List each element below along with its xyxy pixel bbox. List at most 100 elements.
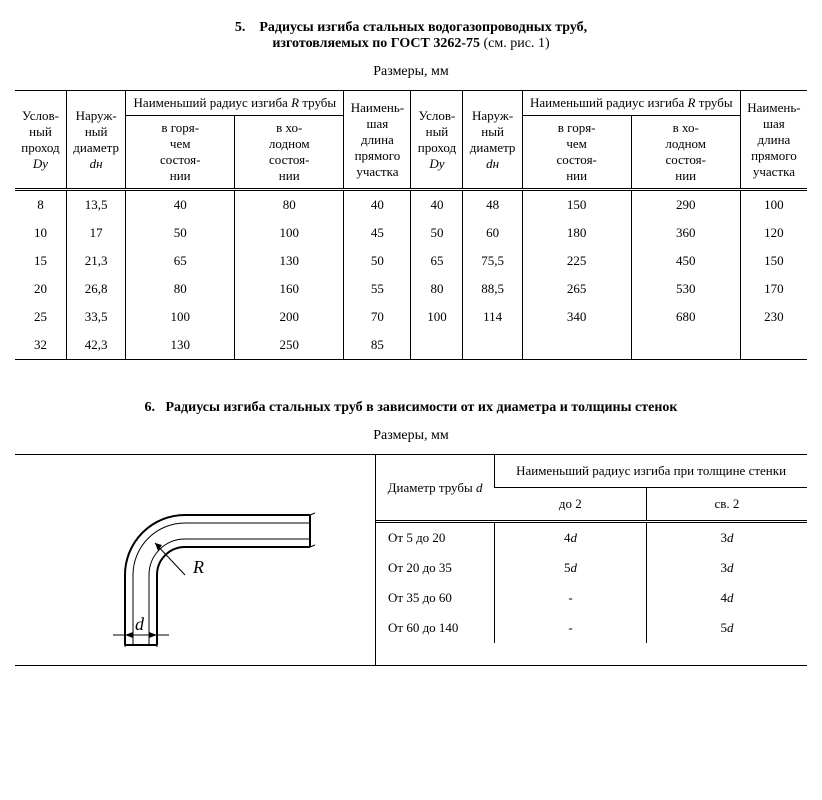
hdr-upto2: до 2 [495, 488, 647, 522]
pipe-bend-diagram: R d [15, 455, 376, 665]
table-cell: 120 [740, 219, 807, 247]
hdr-r-group: Наименьший радиус изгиба при толщине сте… [495, 455, 807, 488]
hdr-r-group-right: Наименьший радиус изгиба R трубы [522, 91, 740, 116]
table-cell: 20 [15, 275, 66, 303]
table-cell: 88,5 [463, 275, 522, 303]
table-row: От 5 до 204d3d [376, 522, 807, 554]
table-cell: - [495, 613, 647, 643]
label-d: d [135, 614, 145, 634]
table-cell: 40 [411, 190, 463, 220]
table-cell: 85 [344, 331, 411, 360]
table-row: От 35 до 60-4d [376, 583, 807, 613]
table-cell: 45 [344, 219, 411, 247]
table-cell: 130 [235, 247, 344, 275]
table-cell: 4d [646, 583, 807, 613]
table-cell: 230 [740, 303, 807, 331]
table-cell: 265 [522, 275, 631, 303]
table-cell: 50 [126, 219, 235, 247]
sec5-units: Размеры, мм [15, 64, 807, 80]
hdr-diam: Диаметр трубы d [376, 455, 495, 522]
table-cell: 5d [646, 613, 807, 643]
sec5-note: (см. рис. 1) [484, 36, 550, 51]
table-cell: 33,5 [66, 303, 125, 331]
sec5-title-line1: Радиусы изгиба стальных водогазопроводны… [259, 20, 587, 35]
table-cell [522, 331, 631, 360]
table-cell: 160 [235, 275, 344, 303]
hdr-cold-left: в хо-лодномсостоя-нии [235, 116, 344, 190]
table-cell: От 5 до 20 [376, 522, 495, 554]
section6-title: 6. Радиусы изгиба стальных труб в зависи… [15, 400, 807, 416]
table-cell [740, 331, 807, 360]
table-cell: 50 [411, 219, 463, 247]
table-cell: 360 [631, 219, 740, 247]
table-cell: 25 [15, 303, 66, 331]
table-cell: 5d [495, 553, 647, 583]
table-cell: 10 [15, 219, 66, 247]
table-cell: 250 [235, 331, 344, 360]
hdr-dy-left: Услов-ныйпроходDу [15, 91, 66, 190]
hdr-dy-right: Услов-ныйпроходDу [411, 91, 463, 190]
table-row: От 60 до 140-5d [376, 613, 807, 643]
table-cell: 65 [126, 247, 235, 275]
hdr-dn-left: Наруж-ныйдиаметрdн [66, 91, 125, 190]
table-cell: 130 [126, 331, 235, 360]
table-cell: 3d [646, 553, 807, 583]
table-cell: 13,5 [66, 190, 125, 220]
table-6-wrap: R d Диаметр трубы d Наименьший радиус из… [15, 454, 807, 666]
table-cell: 75,5 [463, 247, 522, 275]
table-row: 2026,880160558088,5265530170 [15, 275, 807, 303]
table-cell: 100 [126, 303, 235, 331]
table-cell: 80 [126, 275, 235, 303]
hdr-hot-right: в горя-чемсостоя-нии [522, 116, 631, 190]
table-cell: 180 [522, 219, 631, 247]
hdr-cold-right: в хо-лодномсостоя-нии [631, 116, 740, 190]
table-cell: 150 [522, 190, 631, 220]
table-cell: 40 [344, 190, 411, 220]
table-cell [463, 331, 522, 360]
sec5-number: 5. [235, 20, 246, 35]
hdr-straight-left: Наимень-шаядлинапрямогоучастка [344, 91, 411, 190]
table-cell: 290 [631, 190, 740, 220]
hdr-hot-left: в горя-чемсостоя-нии [126, 116, 235, 190]
hdr-straight-right: Наимень-шаядлинапрямогоучастка [740, 91, 807, 190]
table-row: 2533,510020070100114340680230 [15, 303, 807, 331]
hdr-r-group-left: Наименьший радиус изгиба R трубы [126, 91, 344, 116]
sec6-title-text: Радиусы изгиба стальных труб в зависимос… [166, 400, 678, 415]
table-cell: 340 [522, 303, 631, 331]
table-cell: 8 [15, 190, 66, 220]
table-cell: 100 [411, 303, 463, 331]
table-row: 101750100455060180360120 [15, 219, 807, 247]
table-cell: 100 [740, 190, 807, 220]
table-cell: 114 [463, 303, 522, 331]
table-6: Диаметр трубы d Наименьший радиус изгиба… [376, 455, 807, 665]
table-cell: 150 [740, 247, 807, 275]
table-cell: От 60 до 140 [376, 613, 495, 643]
table-cell: От 20 до 35 [376, 553, 495, 583]
label-R: R [192, 557, 204, 577]
table-cell: 450 [631, 247, 740, 275]
table-cell: 530 [631, 275, 740, 303]
table-cell: 21,3 [66, 247, 125, 275]
section5-title: 5. Радиусы изгиба стальных водогазопрово… [15, 20, 807, 52]
sec6-number: 6. [145, 400, 156, 415]
table-cell: 225 [522, 247, 631, 275]
table-cell: 17 [66, 219, 125, 247]
table-cell: 4d [495, 522, 647, 554]
table-cell: - [495, 583, 647, 613]
table-cell [631, 331, 740, 360]
hdr-over2: св. 2 [646, 488, 807, 522]
bend-svg: R d [65, 465, 325, 655]
table-cell: 50 [344, 247, 411, 275]
sec6-units: Размеры, мм [15, 428, 807, 444]
table-cell: 15 [15, 247, 66, 275]
table-cell: 170 [740, 275, 807, 303]
table-row: 3242,313025085 [15, 331, 807, 360]
table-cell: 100 [235, 219, 344, 247]
table-cell: 55 [344, 275, 411, 303]
table-cell: 70 [344, 303, 411, 331]
table-cell: 60 [463, 219, 522, 247]
table-cell: 48 [463, 190, 522, 220]
table-cell: 680 [631, 303, 740, 331]
table-row: От 20 до 355d3d [376, 553, 807, 583]
table-cell: 42,3 [66, 331, 125, 360]
